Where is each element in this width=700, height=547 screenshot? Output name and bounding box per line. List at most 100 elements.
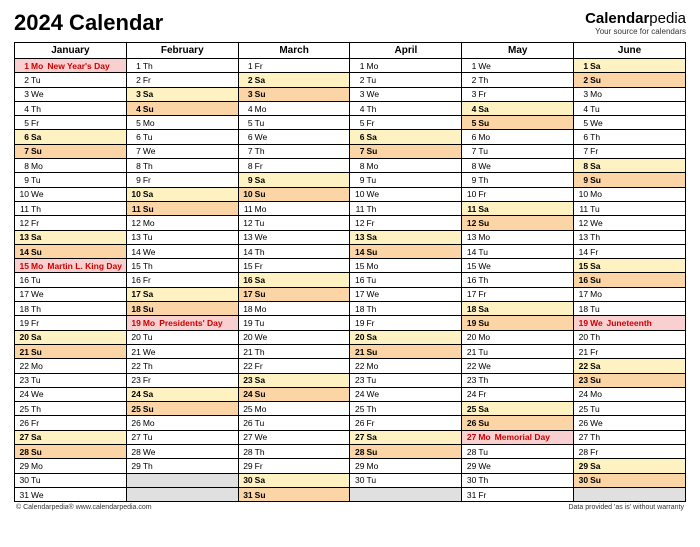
- day-cell: 19Su: [462, 316, 574, 330]
- day-cell: 13Sa: [350, 230, 462, 244]
- day-cell: 30Tu: [15, 473, 127, 487]
- day-cell: 8Fr: [238, 159, 350, 173]
- day-cell: 5Mo: [126, 116, 238, 130]
- day-cell: 14We: [126, 244, 238, 258]
- day-cell: 17We: [350, 287, 462, 301]
- day-cell: 28Su: [350, 445, 462, 459]
- day-cell: [350, 487, 462, 501]
- day-cell: 21Th: [238, 344, 350, 358]
- day-cell: 26Mo: [126, 416, 238, 430]
- month-header: May: [462, 43, 574, 59]
- day-cell: 6Sa: [15, 130, 127, 144]
- month-header: June: [574, 43, 686, 59]
- day-cell: 26Fr: [350, 416, 462, 430]
- footer-right: Data provided 'as is' without warranty: [568, 504, 684, 511]
- day-cell: 24We: [350, 387, 462, 401]
- day-cell: 19We Juneteenth: [574, 316, 686, 330]
- day-cell: 17Fr: [462, 287, 574, 301]
- header: 2024 Calendar Calendarpedia Your source …: [14, 10, 686, 36]
- day-cell: 17We: [15, 287, 127, 301]
- day-cell: 19Tu: [238, 316, 350, 330]
- day-cell: 29Sa: [574, 459, 686, 473]
- day-cell: 16Su: [574, 273, 686, 287]
- day-cell: 31Su: [238, 487, 350, 501]
- day-cell: 2Tu: [15, 73, 127, 87]
- day-cell: 7Fr: [574, 144, 686, 158]
- day-cell: 15Th: [126, 259, 238, 273]
- day-cell: 4Mo: [238, 101, 350, 115]
- day-cell: 25Sa: [462, 402, 574, 416]
- day-cell: 30Su: [574, 473, 686, 487]
- day-cell: 20Th: [574, 330, 686, 344]
- day-cell: 2Sa: [238, 73, 350, 87]
- day-cell: 24We: [15, 387, 127, 401]
- day-cell: 20We: [238, 330, 350, 344]
- day-cell: 21We: [126, 344, 238, 358]
- day-cell: 5Fr: [15, 116, 127, 130]
- day-cell: 6Tu: [126, 130, 238, 144]
- day-cell: 14Su: [15, 244, 127, 258]
- day-cell: 30Th: [462, 473, 574, 487]
- day-cell: 15Mo Martin L. King Day: [15, 259, 127, 273]
- day-cell: 3We: [350, 87, 462, 101]
- day-cell: 10Mo: [574, 187, 686, 201]
- day-cell: 7Tu: [462, 144, 574, 158]
- day-cell: 1Th: [126, 59, 238, 73]
- day-cell: 25Su: [126, 402, 238, 416]
- day-cell: 28Fr: [574, 445, 686, 459]
- day-cell: 14Tu: [462, 244, 574, 258]
- day-cell: 29Mo: [350, 459, 462, 473]
- day-cell: 12Fr: [15, 216, 127, 230]
- day-cell: 13Sa: [15, 230, 127, 244]
- day-cell: 1Fr: [238, 59, 350, 73]
- day-cell: 22Sa: [574, 359, 686, 373]
- day-cell: 4Tu: [574, 101, 686, 115]
- day-cell: 27Sa: [15, 430, 127, 444]
- day-cell: 6Th: [574, 130, 686, 144]
- day-cell: 23Tu: [350, 373, 462, 387]
- day-cell: 22Mo: [350, 359, 462, 373]
- day-cell: 10We: [15, 187, 127, 201]
- day-cell: 22Fr: [238, 359, 350, 373]
- day-cell: 16Sa: [238, 273, 350, 287]
- day-cell: 14Su: [350, 244, 462, 258]
- day-cell: 24Sa: [126, 387, 238, 401]
- day-cell: 27Tu: [126, 430, 238, 444]
- day-cell: 10Fr: [462, 187, 574, 201]
- day-cell: 13Mo: [462, 230, 574, 244]
- day-cell: 4Th: [15, 101, 127, 115]
- day-cell: 3Fr: [462, 87, 574, 101]
- day-cell: 25Th: [350, 402, 462, 416]
- day-cell: 17Mo: [574, 287, 686, 301]
- day-cell: 24Mo: [574, 387, 686, 401]
- day-cell: 4Sa: [462, 101, 574, 115]
- day-cell: 29Fr: [238, 459, 350, 473]
- page-title: 2024 Calendar: [14, 10, 163, 36]
- day-cell: 16Tu: [15, 273, 127, 287]
- day-cell: 18Th: [15, 302, 127, 316]
- day-cell: 29Th: [126, 459, 238, 473]
- day-cell: 14Fr: [574, 244, 686, 258]
- day-cell: 25Mo: [238, 402, 350, 416]
- day-cell: 27Mo Memorial Day: [462, 430, 574, 444]
- calendar-table: JanuaryFebruaryMarchAprilMayJune 1Mo New…: [14, 42, 686, 502]
- day-cell: 18Mo: [238, 302, 350, 316]
- brand-name-2: pedia: [649, 10, 686, 27]
- day-cell: 28Tu: [462, 445, 574, 459]
- day-cell: 11Th: [15, 201, 127, 215]
- day-cell: 29Mo: [15, 459, 127, 473]
- day-cell: 21Su: [350, 344, 462, 358]
- day-cell: 7Th: [238, 144, 350, 158]
- day-cell: 2Th: [462, 73, 574, 87]
- brand-block: Calendarpedia Your source for calendars: [585, 10, 686, 36]
- day-cell: 9Tu: [15, 173, 127, 187]
- day-cell: 1Mo New Year's Day: [15, 59, 127, 73]
- day-cell: 27Th: [574, 430, 686, 444]
- day-cell: 23Fr: [126, 373, 238, 387]
- day-cell: 28We: [126, 445, 238, 459]
- day-cell: 22We: [462, 359, 574, 373]
- day-cell: 5Su: [462, 116, 574, 130]
- day-cell: 24Su: [238, 387, 350, 401]
- month-header: January: [15, 43, 127, 59]
- day-cell: 17Sa: [126, 287, 238, 301]
